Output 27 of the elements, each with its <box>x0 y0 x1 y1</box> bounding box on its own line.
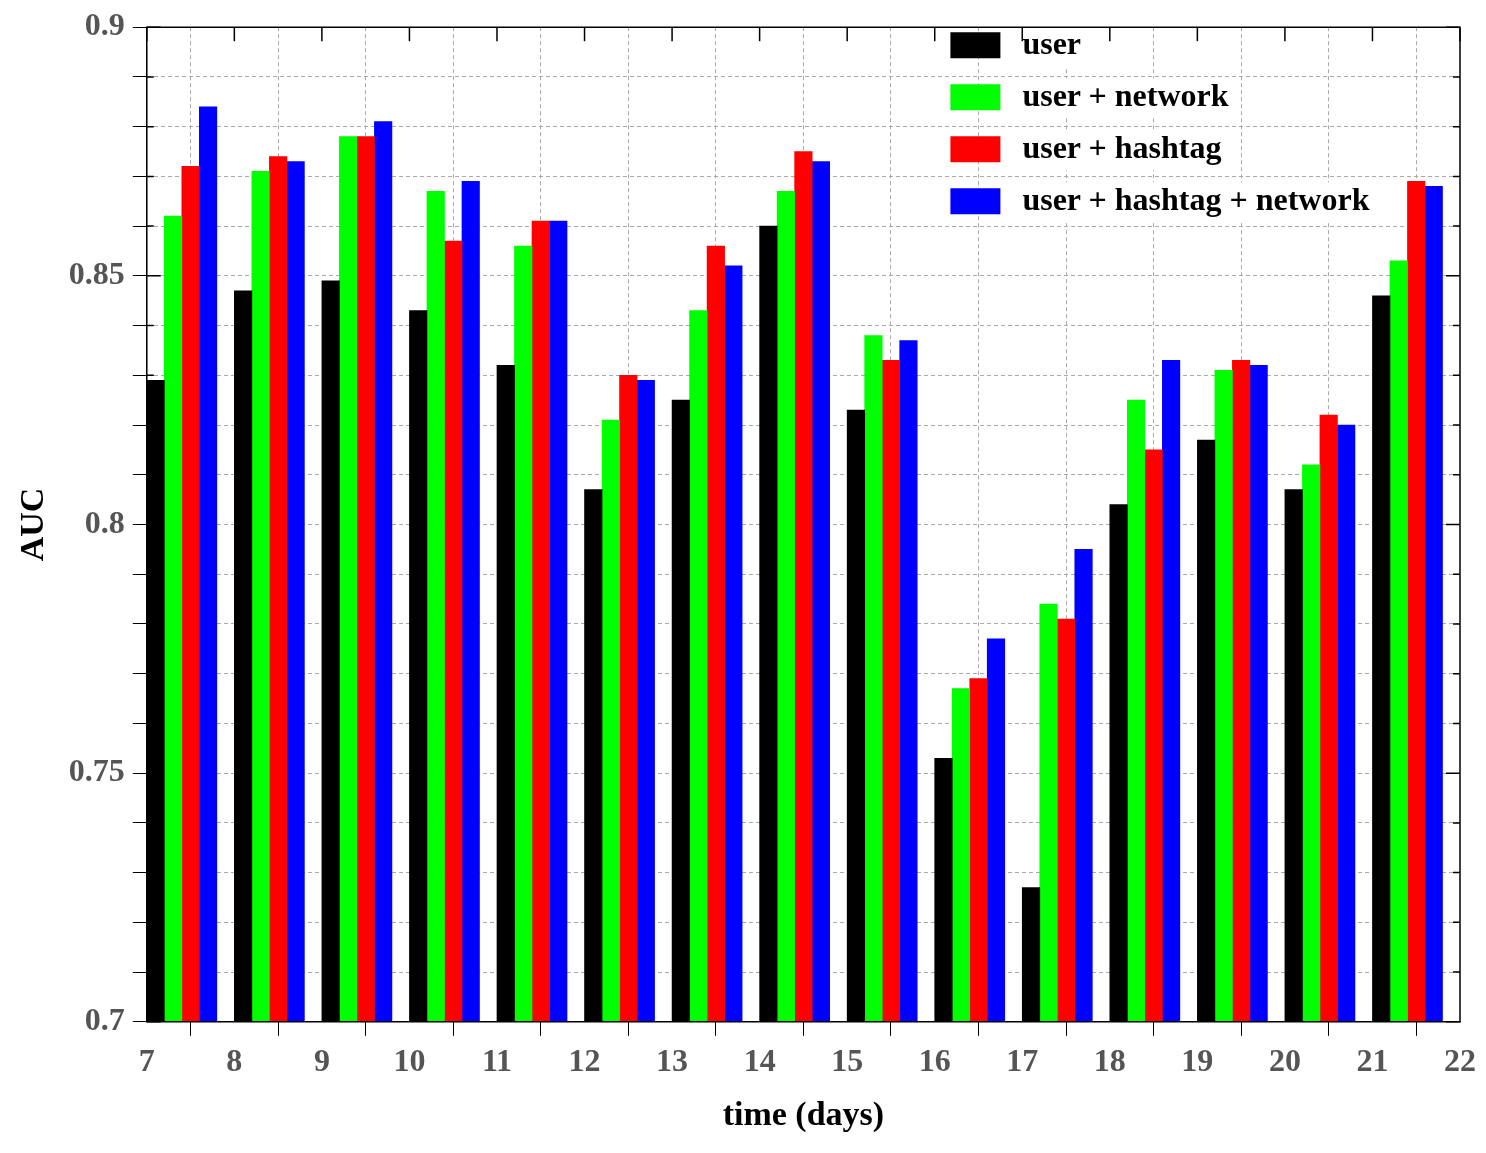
legend-label: user + hashtag <box>1022 129 1222 166</box>
x-tick-label: 13 <box>656 1042 689 1079</box>
x-tick-label: 16 <box>918 1042 951 1079</box>
x-tick-label: 12 <box>568 1042 601 1079</box>
x-tick-label: 20 <box>1268 1042 1301 1079</box>
legend-label: user + network <box>1022 77 1229 114</box>
x-tick-label: 10 <box>393 1042 426 1079</box>
y-tick-label: 0.85 <box>68 255 125 292</box>
x-tick-label: 18 <box>1093 1042 1126 1079</box>
legend-label: user + hashtag + network <box>1022 181 1370 218</box>
y-axis-title: AUC <box>13 487 51 562</box>
x-tick-label: 14 <box>743 1042 776 1079</box>
x-axis-title: time (days) <box>722 1095 885 1134</box>
y-tick-label: 0.9 <box>84 6 125 43</box>
y-tick-label: 0.7 <box>84 1001 125 1038</box>
x-tick-label: 11 <box>481 1042 513 1079</box>
x-tick-label: 22 <box>1444 1042 1476 1079</box>
y-tick-label: 0.75 <box>68 752 125 789</box>
legend-label: user <box>1022 25 1082 62</box>
x-tick-label: 15 <box>831 1042 864 1079</box>
x-tick-label: 21 <box>1356 1042 1389 1079</box>
x-tick-label: 19 <box>1181 1042 1214 1079</box>
x-tick-label: 17 <box>1006 1042 1039 1079</box>
x-tick-label: 9 <box>313 1042 330 1079</box>
y-tick-label: 0.8 <box>84 503 125 540</box>
x-tick-label: 8 <box>226 1042 243 1079</box>
x-tick-label: 7 <box>138 1042 155 1079</box>
